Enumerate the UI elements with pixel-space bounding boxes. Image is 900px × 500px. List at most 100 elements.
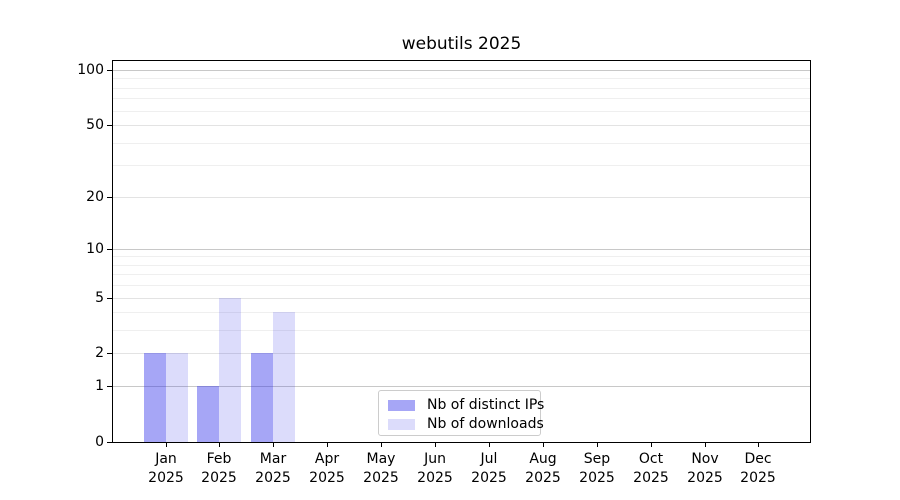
bar-downloads-feb xyxy=(219,298,241,442)
x-tick-label-year-jun: 2025 xyxy=(417,470,453,486)
x-tick-label-month-jul: Jul xyxy=(480,451,498,467)
y-tick-2 xyxy=(107,353,112,354)
y-gridline-5 xyxy=(113,298,810,299)
x-tick-nov xyxy=(705,443,706,447)
y-gridline-2 xyxy=(113,353,810,354)
bar-downloads-jan xyxy=(166,353,188,442)
bar-distinct-ips-jan xyxy=(144,353,166,442)
x-tick-sep xyxy=(597,443,598,447)
plot-canvas xyxy=(113,61,810,442)
y-gridline-minor-40 xyxy=(113,143,810,144)
x-tick-label-month-jun: Jun xyxy=(424,451,446,467)
x-tick-label-oct: Oct 2025 xyxy=(623,450,679,488)
x-tick-label-dec: Dec 2025 xyxy=(730,450,786,488)
x-tick-jul xyxy=(489,443,490,447)
y-tick-label-2: 2 xyxy=(95,345,104,361)
plot-area xyxy=(112,60,811,443)
x-tick-label-jan: Jan 2025 xyxy=(138,450,194,488)
y-tick-label-20: 20 xyxy=(86,189,104,205)
legend-swatch-downloads xyxy=(388,419,415,430)
y-gridline-minor-60 xyxy=(113,111,810,112)
y-gridline-minor-7 xyxy=(113,274,810,275)
x-tick-may xyxy=(381,443,382,447)
x-tick-label-may: May 2025 xyxy=(353,450,409,488)
y-gridline-minor-30 xyxy=(113,165,810,166)
x-tick-label-year-jul: 2025 xyxy=(471,470,507,486)
y-gridline-minor-4 xyxy=(113,312,810,313)
x-tick-label-nov: Nov 2025 xyxy=(677,450,733,488)
y-gridline-minor-6 xyxy=(113,285,810,286)
y-tick-5 xyxy=(107,298,112,299)
y-gridline-minor-70 xyxy=(113,98,810,99)
y-gridline-1 xyxy=(113,386,810,387)
bar-downloads-mar xyxy=(273,312,295,442)
x-tick-label-year-aug: 2025 xyxy=(525,470,561,486)
x-tick-label-year-sep: 2025 xyxy=(579,470,615,486)
x-tick-dec xyxy=(758,443,759,447)
x-tick-label-year-apr: 2025 xyxy=(309,470,345,486)
x-tick-apr xyxy=(327,443,328,447)
x-tick-label-year-feb: 2025 xyxy=(201,470,237,486)
x-tick-label-sep: Sep 2025 xyxy=(569,450,625,488)
x-tick-label-month-dec: Dec xyxy=(744,451,772,467)
y-tick-label-0: 0 xyxy=(95,434,104,450)
x-tick-label-month-aug: Aug xyxy=(529,451,557,467)
x-tick-aug xyxy=(543,443,544,447)
y-gridline-minor-3 xyxy=(113,330,810,331)
y-gridline-minor-8 xyxy=(113,265,810,266)
x-tick-label-year-dec: 2025 xyxy=(740,470,776,486)
y-gridline-20 xyxy=(113,197,810,198)
x-tick-label-month-mar: Mar xyxy=(259,451,287,467)
x-tick-jun xyxy=(435,443,436,447)
y-gridline-minor-90 xyxy=(113,78,810,79)
bar-distinct-ips-feb xyxy=(197,386,219,442)
y-tick-label-1: 1 xyxy=(95,378,104,394)
legend-item-distinct-ips: Nb of distinct IPs xyxy=(388,396,544,415)
chart-title: webutils 2025 xyxy=(401,34,522,54)
y-gridline-100 xyxy=(113,70,810,71)
x-tick-label-month-nov: Nov xyxy=(691,451,719,467)
y-tick-0 xyxy=(107,442,112,443)
x-tick-feb xyxy=(219,443,220,447)
x-tick-label-month-feb: Feb xyxy=(206,451,232,467)
x-tick-label-year-oct: 2025 xyxy=(633,470,669,486)
x-tick-label-year-may: 2025 xyxy=(363,470,399,486)
legend-swatch-distinct-ips xyxy=(388,400,415,411)
y-tick-100 xyxy=(107,70,112,71)
y-gridline-minor-9 xyxy=(113,256,810,257)
legend-label-distinct-ips: Nb of distinct IPs xyxy=(427,397,545,413)
y-tick-label-5: 5 xyxy=(95,290,104,306)
x-tick-label-jun: Jun 2025 xyxy=(407,450,463,488)
x-tick-label-month-may: May xyxy=(366,451,396,467)
x-tick-label-aug: Aug 2025 xyxy=(515,450,571,488)
y-tick-50 xyxy=(107,125,112,126)
y-tick-20 xyxy=(107,197,112,198)
x-tick-label-jul: Jul 2025 xyxy=(461,450,517,488)
x-tick-label-month-jan: Jan xyxy=(155,451,177,467)
x-tick-label-mar: Mar 2025 xyxy=(245,450,301,488)
y-gridline-10 xyxy=(113,249,810,250)
legend-label-downloads: Nb of downloads xyxy=(427,416,544,432)
x-tick-label-year-jan: 2025 xyxy=(148,470,184,486)
x-tick-jan xyxy=(166,443,167,447)
legend-item-downloads: Nb of downloads xyxy=(388,415,544,434)
y-gridline-minor-80 xyxy=(113,88,810,89)
y-tick-label-50: 50 xyxy=(86,117,104,133)
y-gridline-50 xyxy=(113,125,810,126)
x-tick-label-month-sep: Sep xyxy=(583,451,611,467)
legend: Nb of distinct IPs Nb of downloads xyxy=(378,390,544,436)
bar-distinct-ips-mar xyxy=(251,353,273,442)
x-tick-mar xyxy=(273,443,274,447)
x-tick-label-year-mar: 2025 xyxy=(255,470,291,486)
x-tick-label-month-oct: Oct xyxy=(638,451,664,467)
x-tick-label-apr: Apr 2025 xyxy=(299,450,355,488)
y-tick-1 xyxy=(107,386,112,387)
x-tick-label-feb: Feb 2025 xyxy=(191,450,247,488)
y-tick-label-100: 100 xyxy=(77,62,104,78)
x-tick-oct xyxy=(651,443,652,447)
y-tick-10 xyxy=(107,249,112,250)
x-tick-label-month-apr: Apr xyxy=(314,451,340,467)
x-tick-label-year-nov: 2025 xyxy=(687,470,723,486)
y-tick-label-10: 10 xyxy=(86,241,104,257)
